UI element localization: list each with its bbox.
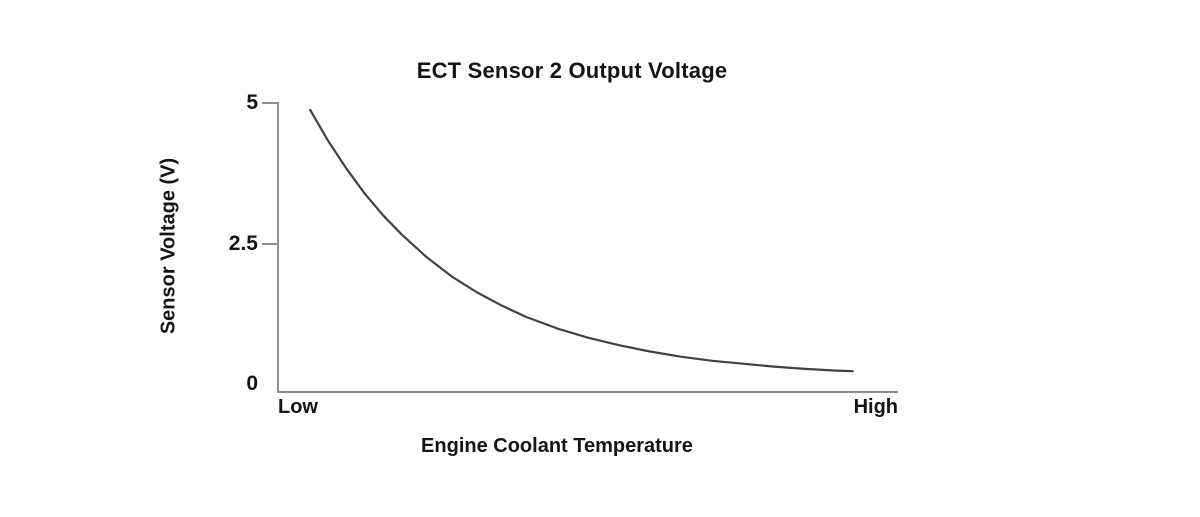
y-tick-label-2-5: 2.5 <box>228 232 258 255</box>
axis-lines <box>262 102 898 393</box>
x-axis-min-label: Low <box>278 396 318 418</box>
y-tick-label-0: 0 <box>246 372 258 395</box>
x-axis-max-label: High <box>853 396 898 418</box>
y-tick-label-5: 5 <box>246 91 258 114</box>
chart-title: ECT Sensor 2 Output Voltage <box>416 58 728 83</box>
ect-voltage-curve <box>309 108 854 373</box>
x-axis-title: Engine Coolant Temperature <box>421 435 693 457</box>
